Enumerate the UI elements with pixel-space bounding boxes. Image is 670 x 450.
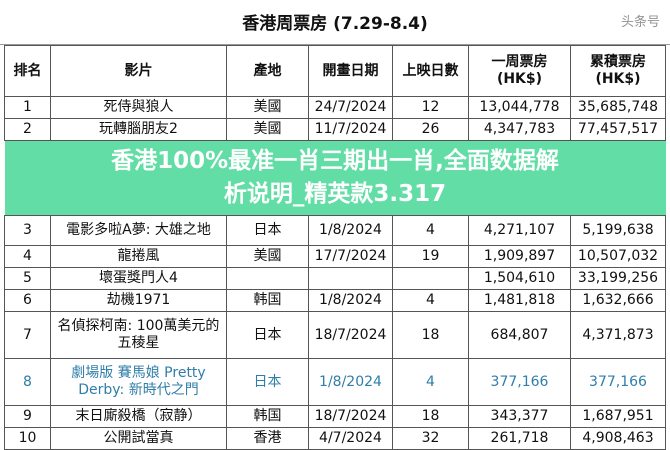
table-row: 2 玩轉腦朋友2 美國 11/7/2024 26 4,347,783 77,457,517 (4, 118, 666, 141)
cell-film: 名偵探柯南: 100萬美元的五稜星 (50, 311, 227, 359)
cell-weekly-gross: 1,481,818 (468, 289, 571, 312)
cell-film: 玩轉腦朋友2 (50, 118, 227, 141)
table-row: 10 公開試當真 香港 4/7/2024 32 261,718 4,908,463 (4, 427, 666, 450)
table-row: 7 名偵探柯南: 100萬美元的五稜星 日本 18/7/2024 18 684,807 4,… (4, 311, 666, 359)
cell-release-date: 18/7/2024 (308, 311, 393, 359)
table-row: 1 死侍與狼人 美國 24/7/2024 12 13,044,778 35,685,748 (4, 96, 666, 119)
cell-country: 韩国 (226, 405, 309, 428)
cell-country (226, 267, 309, 290)
overlay-band: 香港100%最准一肖三期出一肖,全面数据解 析说明_精英款3.317 (4, 140, 666, 216)
cell-total-gross: 33,199,256 (570, 267, 666, 290)
cell-release-date: 1/8/2024 (308, 289, 393, 312)
table-title-bar: 香港周票房 (7.29-8.4) 头条号 (0, 0, 670, 45)
cell-release-date: 24/7/2024 (308, 96, 393, 119)
cell-release-date: 18/7/2024 (308, 405, 393, 428)
header-film: 影片 (50, 45, 227, 97)
cell-days: 4 (392, 215, 469, 246)
table-row: 8 劇場版 賽馬娘 Pretty Derby: 新時代之門 日本 1/8/2024 4 3… (4, 358, 666, 406)
cell-film: 死侍與狼人 (50, 96, 227, 119)
header-country: 產地 (226, 45, 309, 97)
header-weekly: 一周票房 (HK$) (468, 45, 571, 97)
table-row: 5 壞蛋獎門人4 1,504,610 33,199,256 (4, 267, 666, 290)
cell-release-date: 1/8/2024 (308, 358, 393, 406)
cell-release-date: 4/7/2024 (308, 427, 393, 450)
cell-release-date (308, 267, 393, 290)
overlay-line-1: 香港100%最准一肖三期出一肖,全面数据解 (111, 148, 559, 174)
cell-rank: 7 (4, 311, 51, 359)
cell-release-date: 1/8/2024 (308, 215, 393, 246)
cell-rank: 4 (4, 245, 51, 268)
cell-release-date: 11/7/2024 (308, 118, 393, 141)
header-days: 上映日數 (392, 45, 469, 97)
cell-film: 電影多啦A夢: 大雄之地 (50, 215, 227, 246)
cell-rank: 10 (4, 427, 51, 450)
header-total: 累積票房 (HK$) (570, 45, 666, 97)
cell-weekly-gross: 261,718 (468, 427, 571, 450)
cell-film: 公開試當真 (50, 427, 227, 450)
cell-days: 18 (392, 405, 469, 428)
cell-country: 美國 (226, 96, 309, 119)
cell-days: 32 (392, 427, 469, 450)
cell-days: 4 (392, 358, 469, 406)
table-row: 4 龍捲風 美國 17/7/2024 19 1,909,897 10,507,032 (4, 245, 666, 268)
cell-film: 龍捲風 (50, 245, 227, 268)
cell-film: 末日廝殺橋（寂静） (50, 405, 227, 428)
cell-total-gross: 5,199,638 (570, 215, 666, 246)
cell-days (392, 267, 469, 290)
cell-film: 劫機1971 (50, 289, 227, 312)
table-row: 3 電影多啦A夢: 大雄之地 日本 1/8/2024 4 4,271,107 5,199,6… (4, 215, 666, 246)
overlay-line-2: 析说明_精英款3.317 (223, 181, 447, 207)
cell-weekly-gross: 1,504,610 (468, 267, 571, 290)
cell-weekly-gross: 377,166 (468, 358, 571, 406)
cell-weekly-gross: 343,377 (468, 405, 571, 428)
cell-weekly-gross: 4,347,783 (468, 118, 571, 141)
cell-days: 19 (392, 245, 469, 268)
cell-rank: 8 (4, 358, 51, 406)
cell-country: 美國 (226, 118, 309, 141)
cell-film: 劇場版 賽馬娘 Pretty Derby: 新時代之門 (50, 358, 227, 406)
cell-total-gross: 4,908,463 (570, 427, 666, 450)
cell-rank: 6 (4, 289, 51, 312)
table-row: 9 末日廝殺橋（寂静） 韩国 18/7/2024 18 343,377 1,687,951 (4, 405, 666, 428)
cell-weekly-gross: 4,271,107 (468, 215, 571, 246)
cell-weekly-gross: 13,044,778 (468, 96, 571, 119)
watermark: 头条号 (620, 15, 660, 30)
cell-total-gross: 10,507,032 (570, 245, 666, 268)
cell-days: 26 (392, 118, 469, 141)
header-release-date: 開畫日期 (308, 45, 393, 97)
cell-days: 18 (392, 311, 469, 359)
cell-total-gross: 4,371,873 (570, 311, 666, 359)
cell-rank: 9 (4, 405, 51, 428)
cell-country: 香港 (226, 427, 309, 450)
cell-total-gross: 1,632,666 (570, 289, 666, 312)
cell-country: 日本 (226, 311, 309, 359)
cell-rank: 1 (4, 96, 51, 119)
table-title: 香港周票房 (7.29-8.4) (242, 14, 428, 34)
header-row: 排名 影片 產地 開畫日期 上映日數 一周票房 (HK$) 累積票房 (HK$) (4, 45, 666, 97)
table-row: 6 劫機1971 韩国 1/8/2024 4 1,481,818 1,632,666 (4, 289, 666, 312)
cell-days: 4 (392, 289, 469, 312)
cell-rank: 3 (4, 215, 51, 246)
cell-total-gross: 377,166 (570, 358, 666, 406)
cell-total-gross: 35,685,748 (570, 96, 666, 119)
cell-weekly-gross: 1,909,897 (468, 245, 571, 268)
header-rank: 排名 (4, 45, 51, 97)
cell-total-gross: 77,457,517 (570, 118, 666, 141)
cell-rank: 2 (4, 118, 51, 141)
cell-country: 日本 (226, 215, 309, 246)
cell-release-date: 17/7/2024 (308, 245, 393, 268)
cell-country: 美國 (226, 245, 309, 268)
overlay-headline: 香港100%最准一肖三期出一肖,全面数据解 析说明_精英款3.317 (4, 140, 666, 216)
cell-country: 日本 (226, 358, 309, 406)
cell-rank: 5 (4, 267, 51, 290)
cell-weekly-gross: 684,807 (468, 311, 571, 359)
cell-country: 韩国 (226, 289, 309, 312)
cell-days: 12 (392, 96, 469, 119)
cell-total-gross: 1,687,951 (570, 405, 666, 428)
box-office-table: 排名 影片 產地 開畫日期 上映日數 一周票房 (HK$) 累積票房 (HK$)… (4, 45, 666, 450)
cell-film: 壞蛋獎門人4 (50, 267, 227, 290)
